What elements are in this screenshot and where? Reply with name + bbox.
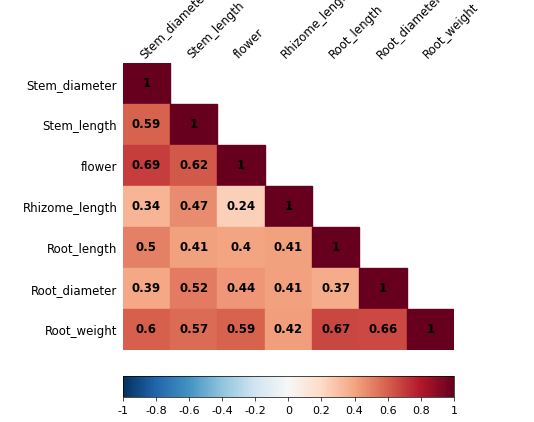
Bar: [170, 268, 217, 309]
Bar: [170, 104, 217, 145]
Text: 0.41: 0.41: [179, 241, 208, 254]
Text: Stem_diameter: Stem_diameter: [137, 0, 210, 61]
Text: 0.39: 0.39: [132, 282, 161, 295]
Bar: [217, 145, 265, 186]
Bar: [123, 227, 170, 268]
Text: Root_length: Root_length: [326, 2, 386, 61]
Text: 0.37: 0.37: [321, 282, 350, 295]
Text: Root_weight: Root_weight: [421, 1, 482, 61]
Text: 0.66: 0.66: [368, 323, 398, 336]
Bar: [406, 309, 454, 350]
Bar: [123, 104, 170, 145]
Text: 0.47: 0.47: [179, 200, 208, 213]
Bar: [123, 268, 170, 309]
Bar: [123, 309, 170, 350]
Text: 0.6: 0.6: [136, 323, 157, 336]
Bar: [265, 227, 312, 268]
Bar: [123, 63, 170, 104]
Text: Rhizome_length: Rhizome_length: [279, 0, 356, 61]
Text: flower: flower: [232, 26, 267, 61]
Text: 0.67: 0.67: [321, 323, 350, 336]
Bar: [217, 309, 265, 350]
Text: 0.52: 0.52: [179, 282, 208, 295]
Bar: [265, 268, 312, 309]
Text: 0.41: 0.41: [274, 241, 303, 254]
Text: 0.24: 0.24: [226, 200, 256, 213]
Text: 0.59: 0.59: [132, 118, 161, 131]
Bar: [265, 309, 312, 350]
Bar: [359, 268, 406, 309]
Text: 0.59: 0.59: [226, 323, 256, 336]
Text: 0.34: 0.34: [132, 200, 161, 213]
Bar: [123, 145, 170, 186]
Text: 1: 1: [143, 77, 151, 90]
Text: 1: 1: [237, 159, 245, 172]
Text: 0.44: 0.44: [226, 282, 256, 295]
Text: 0.62: 0.62: [179, 159, 208, 172]
Bar: [312, 268, 359, 309]
Text: 1: 1: [332, 241, 340, 254]
Bar: [312, 227, 359, 268]
Text: Root_diameter: Root_diameter: [374, 0, 444, 61]
Text: 1: 1: [190, 118, 198, 131]
Bar: [170, 227, 217, 268]
Bar: [170, 309, 217, 350]
Bar: [312, 309, 359, 350]
Bar: [123, 186, 170, 227]
Bar: [217, 186, 265, 227]
Bar: [359, 309, 406, 350]
Text: 1: 1: [284, 200, 293, 213]
Text: 1: 1: [426, 323, 434, 336]
Bar: [170, 145, 217, 186]
Text: 0.69: 0.69: [132, 159, 161, 172]
Bar: [217, 227, 265, 268]
Text: 0.41: 0.41: [274, 282, 303, 295]
Bar: [170, 186, 217, 227]
Text: 0.57: 0.57: [179, 323, 208, 336]
Text: 0.42: 0.42: [274, 323, 303, 336]
Text: 0.4: 0.4: [231, 241, 252, 254]
Text: 1: 1: [379, 282, 387, 295]
Bar: [217, 268, 265, 309]
Text: 0.5: 0.5: [136, 241, 157, 254]
Text: Stem_length: Stem_length: [185, 0, 247, 61]
Bar: [265, 186, 312, 227]
